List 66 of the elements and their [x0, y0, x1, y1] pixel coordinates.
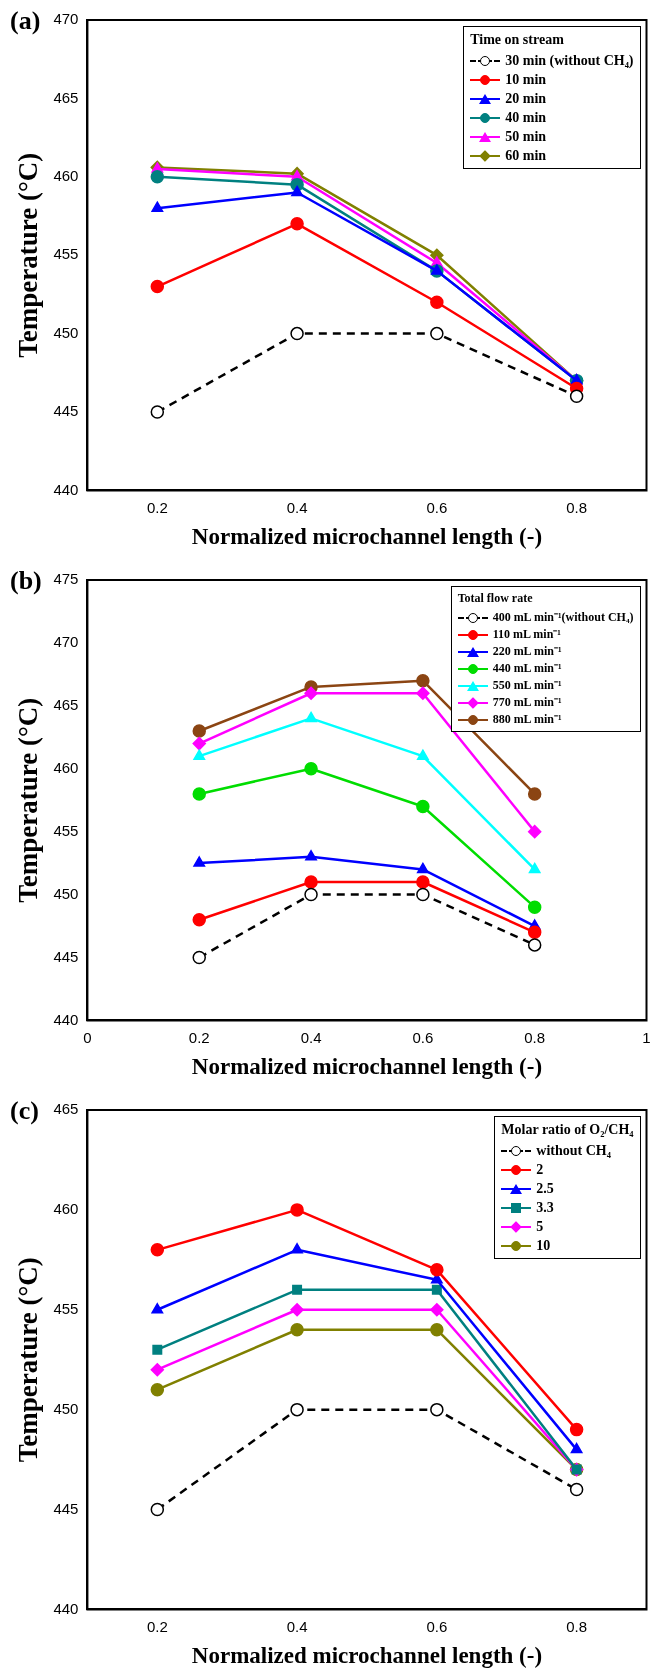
x-tick-label: 1 — [642, 1028, 651, 1046]
legend-label: 440 mL min⁻¹ — [492, 660, 562, 677]
x-tick-label: 0.6 — [426, 498, 448, 516]
x-tick-label: 0.4 — [300, 1028, 322, 1046]
legend-label: 3.3 — [536, 1199, 554, 1217]
legend-label: 10 min — [505, 71, 547, 89]
y-tick-label: 470 — [53, 633, 79, 651]
legend-label: 40 min — [505, 109, 547, 127]
legend-label: 770 mL min⁻¹ — [492, 694, 562, 711]
x-tick-label: 0 — [83, 1028, 92, 1046]
y-tick-label: 445 — [53, 1499, 79, 1517]
y-tick-label: 465 — [53, 695, 79, 713]
x-tick-label: 0.4 — [286, 1617, 308, 1635]
legend-title: Molar ratio of O₂/CH₄ — [501, 1121, 634, 1139]
legend-label: 220 mL min⁻¹ — [492, 643, 562, 660]
y-axis-title: Temperature (°C) — [13, 1257, 44, 1463]
y-tick-label: 475 — [53, 570, 79, 588]
x-tick-label: 0.8 — [524, 1028, 546, 1046]
legend-label: 20 min — [505, 90, 547, 108]
legend-title: Total flow rate — [457, 590, 534, 607]
y-axis-title: Temperature (°C) — [13, 697, 44, 903]
x-tick-label: 0.8 — [566, 498, 588, 516]
x-tick-label: 0.2 — [146, 1617, 168, 1635]
x-tick-label: 0.6 — [412, 1028, 434, 1046]
y-tick-label: 450 — [53, 884, 79, 902]
legend-label: 880 mL min⁻¹ — [492, 711, 562, 728]
y-tick-label: 470 — [53, 10, 79, 28]
y-tick-label: 455 — [53, 1299, 79, 1317]
x-axis-title: Normalized microchannel length (-) — [191, 524, 543, 550]
legend-label: 10 — [536, 1237, 551, 1255]
legend-label: without CH₄ — [536, 1142, 611, 1160]
y-tick-label: 460 — [53, 758, 79, 776]
y-tick-label: 460 — [53, 1200, 79, 1218]
legend-label: 2.5 — [536, 1180, 554, 1198]
legend-label: 110 mL min⁻¹ — [492, 626, 561, 643]
legend-label: 550 mL min⁻¹ — [492, 677, 562, 694]
chart-title: (a) — [10, 6, 41, 36]
legend-label: 50 min — [505, 128, 547, 146]
chart-title: (c) — [10, 1096, 39, 1126]
x-tick-label: 0.4 — [286, 498, 308, 516]
y-tick-label: 440 — [53, 1599, 79, 1617]
y-tick-label: 440 — [53, 1010, 79, 1028]
y-tick-label: 455 — [53, 245, 79, 263]
y-tick-label: 455 — [53, 821, 79, 839]
y-tick-label: 465 — [53, 88, 79, 106]
x-axis-title: Normalized microchannel length (-) — [191, 1643, 543, 1669]
legend-label: 2 — [536, 1161, 544, 1179]
y-tick-label: 445 — [53, 947, 79, 965]
y-tick-label: 440 — [53, 480, 79, 498]
x-tick-label: 0.6 — [426, 1617, 448, 1635]
legend-label: 30 min (without CH₄) — [505, 52, 634, 70]
x-tick-label: 0.8 — [566, 1617, 588, 1635]
x-axis-title: Normalized microchannel length (-) — [191, 1054, 543, 1080]
x-tick-label: 0.2 — [188, 1028, 210, 1046]
legend-label: 400 mL min⁻¹(without CH₄) — [492, 609, 634, 626]
y-tick-label: 445 — [53, 402, 79, 420]
y-tick-label: 450 — [53, 323, 79, 341]
legend-label: 60 min — [505, 147, 547, 165]
y-tick-label: 460 — [53, 166, 79, 184]
y-tick-label: 450 — [53, 1399, 79, 1417]
legend-label: 5 — [536, 1218, 544, 1236]
y-axis-title: Temperature (°C) — [13, 152, 44, 358]
y-tick-label: 465 — [53, 1100, 79, 1118]
x-tick-label: 0.2 — [146, 498, 168, 516]
chart-title: (b) — [10, 566, 42, 596]
legend-title: Time on stream — [470, 31, 565, 49]
